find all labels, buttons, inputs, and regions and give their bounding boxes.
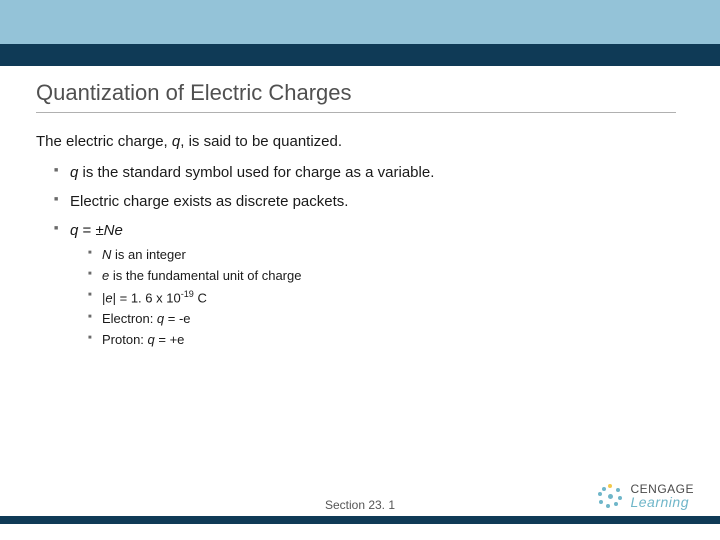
b3-eq: = ±: [78, 222, 103, 239]
s3-mid: | = 1. 6 x 10: [113, 290, 181, 305]
header-dark-bar: [0, 44, 720, 66]
b3-e: e: [115, 222, 123, 239]
title-underline: [36, 112, 676, 113]
s2-rest: is the fundamental unit of charge: [109, 268, 301, 283]
sub-bullet-list: N is an integer e is the fundamental uni…: [70, 247, 684, 347]
sub-3: |e| = 1. 6 x 10-19 C: [88, 289, 684, 305]
slide-title: Quantization of Electric Charges: [36, 80, 684, 106]
logo-burst-icon: [596, 482, 624, 510]
s4-label: Electron:: [102, 311, 157, 326]
b3-N: N: [104, 222, 115, 239]
bullet-3: q = ±Ne N is an integer e is the fundame…: [54, 222, 684, 347]
s3-post: C: [194, 290, 207, 305]
intro-part2: , is said to be quantized.: [180, 133, 342, 150]
publisher-logo: CENGAGE Learning: [596, 482, 694, 510]
sub-5: Proton: q = +e: [88, 332, 684, 347]
bullet-2: Electric charge exists as discrete packe…: [54, 193, 684, 210]
s5-q: q: [148, 332, 155, 347]
s5-label: Proton:: [102, 332, 148, 347]
slide-content: Quantization of Electric Charges The ele…: [36, 80, 684, 480]
s5-rest: = +e: [155, 332, 185, 347]
sub-1: N is an integer: [88, 247, 684, 262]
s3-exp: -19: [181, 289, 194, 299]
logo-line2: Learning: [630, 495, 694, 509]
bullet-list: q is the standard symbol used for charge…: [36, 164, 684, 347]
logo-text: CENGAGE Learning: [630, 483, 694, 509]
sub-2: e is the fundamental unit of charge: [88, 268, 684, 283]
b1-rest: is the standard symbol used for charge a…: [78, 164, 434, 181]
s3-e: e: [105, 290, 112, 305]
bullet-1: q is the standard symbol used for charge…: [54, 164, 684, 181]
sub-4: Electron: q = -e: [88, 311, 684, 326]
intro-part1: The electric charge,: [36, 133, 172, 150]
s4-rest: = -e: [164, 311, 190, 326]
s1-rest: is an integer: [111, 247, 185, 262]
footer-dark-bar: [0, 516, 720, 524]
intro-q: q: [172, 133, 180, 150]
intro-text: The electric charge, q, is said to be qu…: [36, 133, 684, 150]
s1-N: N: [102, 247, 111, 262]
